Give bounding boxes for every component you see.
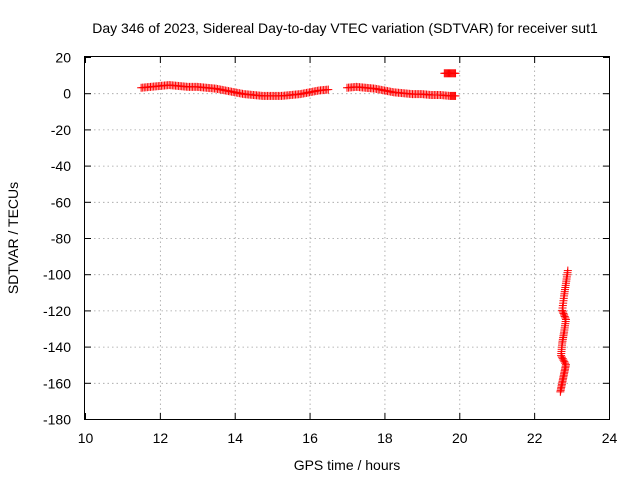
y-tick-label: -100 [43,267,71,283]
y-tick-label: 20 [55,50,71,66]
axis-frame [84,56,610,420]
y-ticks: 20 0 -20 -40 -60 -80 -100 -120 -140 -160 -180 [43,50,609,428]
x-tick-label: 16 [302,430,318,446]
data-point [563,266,572,275]
y-tick-label: 0 [63,86,71,102]
y-tick-label: -40 [51,158,71,174]
y-tick-label: -120 [43,303,71,319]
data-point [451,91,460,100]
x-tick-label: 20 [452,430,468,446]
y-tick-label: -20 [51,122,71,138]
x-tick-label: 12 [153,430,169,446]
x-axis-label: GPS time / hours [294,457,401,473]
y-tick-label: -60 [51,194,71,210]
grid [85,57,609,419]
x-tick-label: 22 [527,430,543,446]
x-ticks: 10 12 14 16 18 20 22 24 [78,57,618,446]
chart-title: Day 346 of 2023, Sidereal Day-to-day VTE… [92,20,598,36]
y-tick-label: -160 [43,375,71,391]
x-tick-label: 24 [602,430,618,446]
plot-area [137,69,572,396]
x-tick-label: 18 [377,430,393,446]
y-axis-label: SDTVAR / TECUs [5,182,21,294]
data-point [451,69,460,78]
data-point [324,85,333,94]
x-tick-label: 10 [78,430,94,446]
y-tick-label: -140 [43,339,71,355]
y-tick-label: -80 [51,231,71,247]
y-tick-label: -180 [43,412,71,428]
x-tick-label: 14 [227,430,243,446]
